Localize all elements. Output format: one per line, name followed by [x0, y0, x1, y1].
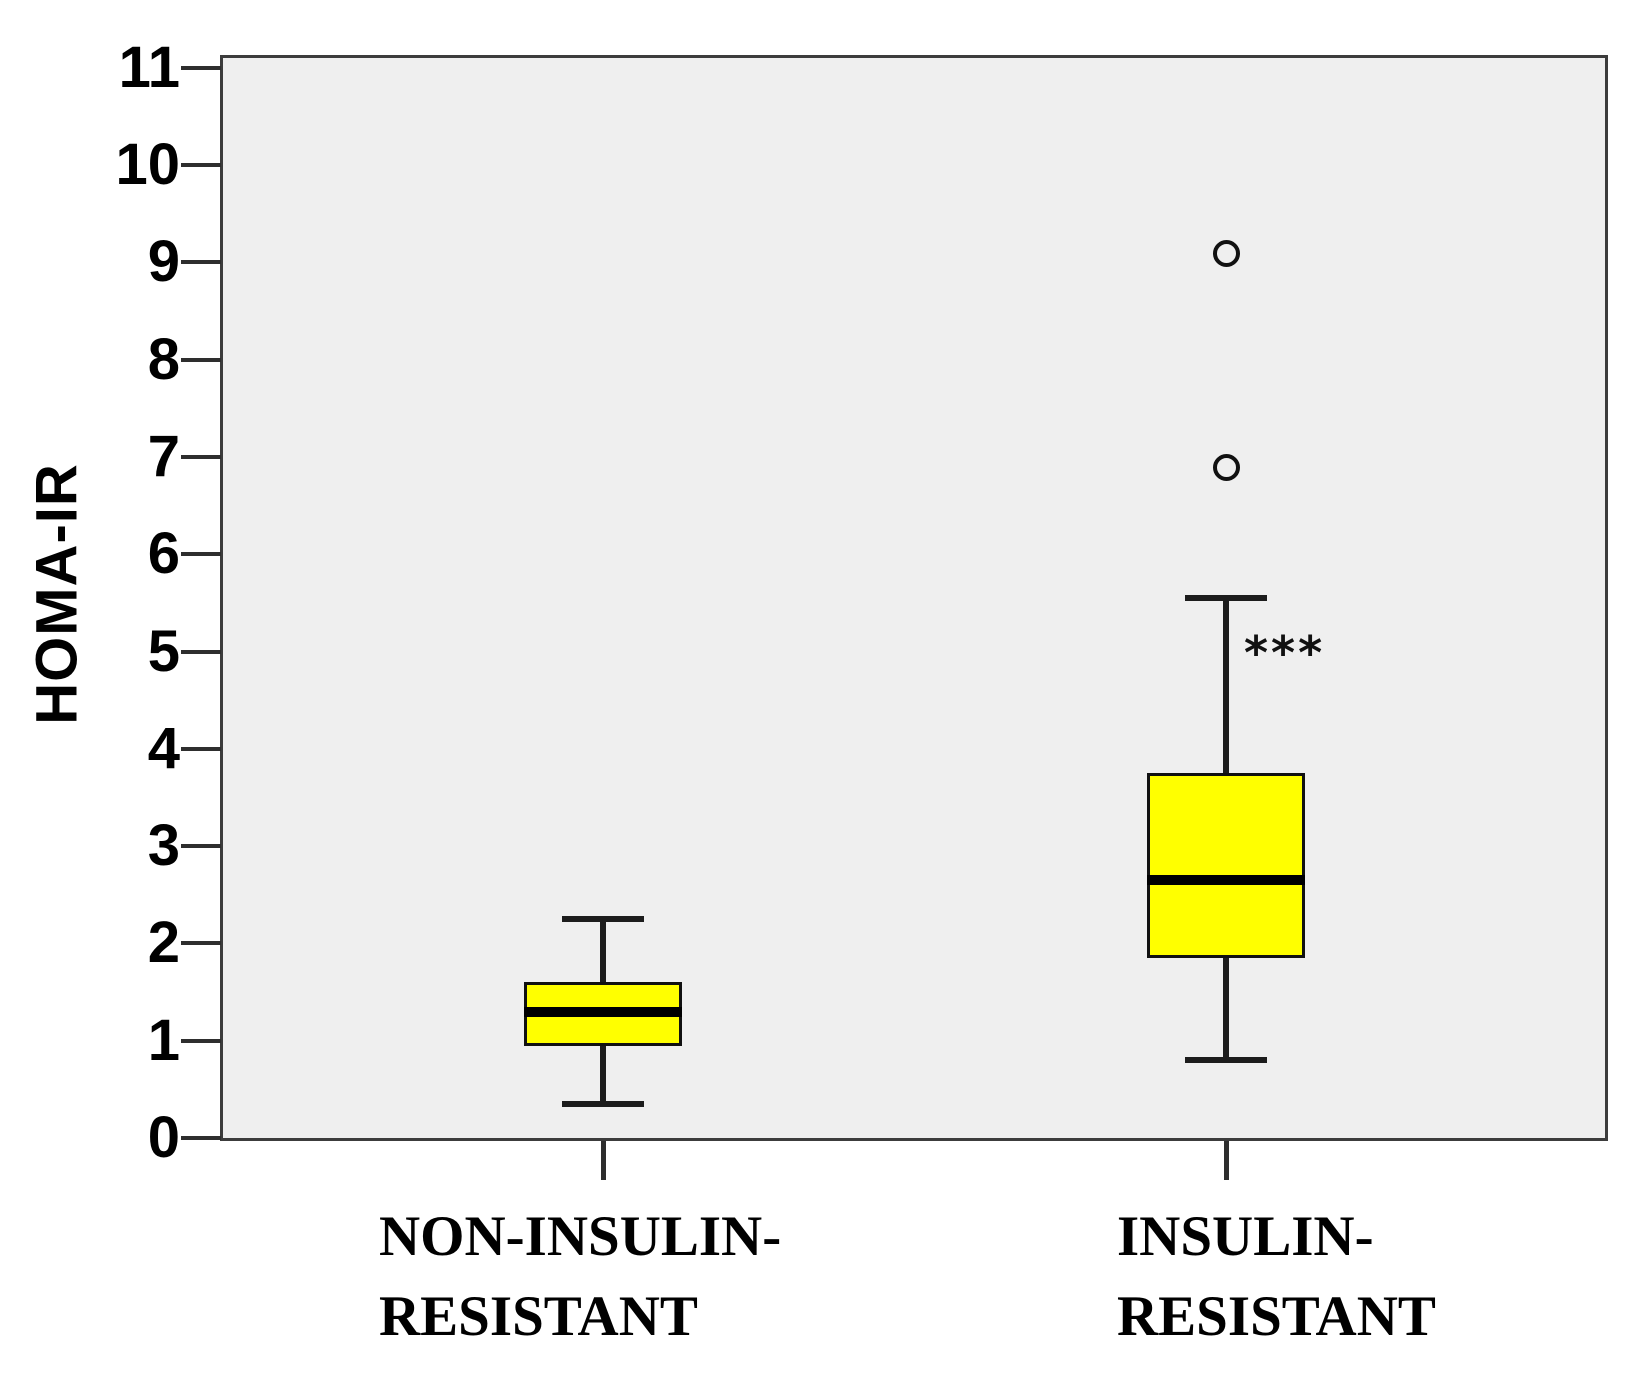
outlier-point [1213, 239, 1240, 267]
y-axis-tick-label: 3 [147, 813, 180, 879]
y-axis-tick [181, 844, 221, 849]
median-line [1147, 875, 1305, 886]
category-label: NON-INSULIN- RESISTANT [379, 1197, 781, 1357]
y-axis-tick [181, 649, 221, 654]
category-label: INSULIN- RESISTANT [1117, 1197, 1436, 1357]
y-axis-tick-label: 10 [115, 132, 180, 197]
y-axis-tick [181, 1136, 221, 1140]
y-axis-tick [181, 941, 221, 946]
y-axis-tick [181, 746, 221, 751]
whisker-upper-cap [1185, 594, 1267, 601]
y-axis-tick-label: 8 [147, 326, 180, 392]
whisker-lower-cap [562, 1100, 644, 1107]
whisker-upper-line [1223, 597, 1229, 774]
y-axis-tick [181, 163, 221, 167]
y-axis-tick [181, 65, 221, 70]
whisker-lower-cap [1185, 1057, 1267, 1064]
y-axis-tick [181, 552, 221, 557]
outlier-point [1213, 453, 1240, 481]
y-axis-tick [181, 1038, 221, 1043]
x-axis-tick [1224, 1141, 1229, 1180]
y-axis-tick [181, 454, 221, 459]
category-label-line: NON-INSULIN- [379, 1205, 782, 1268]
y-axis-tick-label: 9 [147, 229, 180, 295]
category-label-line: INSULIN- [1117, 1205, 1374, 1268]
y-axis-tick-label: 1 [147, 1007, 180, 1073]
y-axis-tick-label: 4 [147, 715, 180, 781]
category-label-line: RESISTANT [1117, 1285, 1436, 1348]
y-axis-tick-label: 7 [147, 423, 180, 489]
plot-area [220, 55, 1608, 1141]
y-axis-tick-label: 11 [118, 34, 180, 100]
median-line [524, 1006, 682, 1017]
whisker-upper-line [600, 919, 606, 983]
significance-marker: *** [1244, 625, 1326, 680]
category-label-line: RESISTANT [379, 1285, 698, 1348]
whisker-lower-line [1223, 957, 1229, 1061]
whisker-upper-cap [562, 916, 644, 923]
y-axis-tick-label: 6 [147, 521, 180, 587]
x-axis-tick [601, 1141, 606, 1180]
y-axis-tick-label: 5 [147, 618, 180, 684]
y-axis-tick [181, 260, 221, 265]
iqr-box [1147, 773, 1305, 958]
whisker-lower-line [600, 1045, 606, 1104]
y-axis-tick-label: 0 [147, 1105, 180, 1170]
y-axis-tick [181, 357, 221, 362]
y-axis-tick-label: 2 [147, 910, 180, 976]
y-axis-title: HOMA-IR [24, 463, 90, 725]
